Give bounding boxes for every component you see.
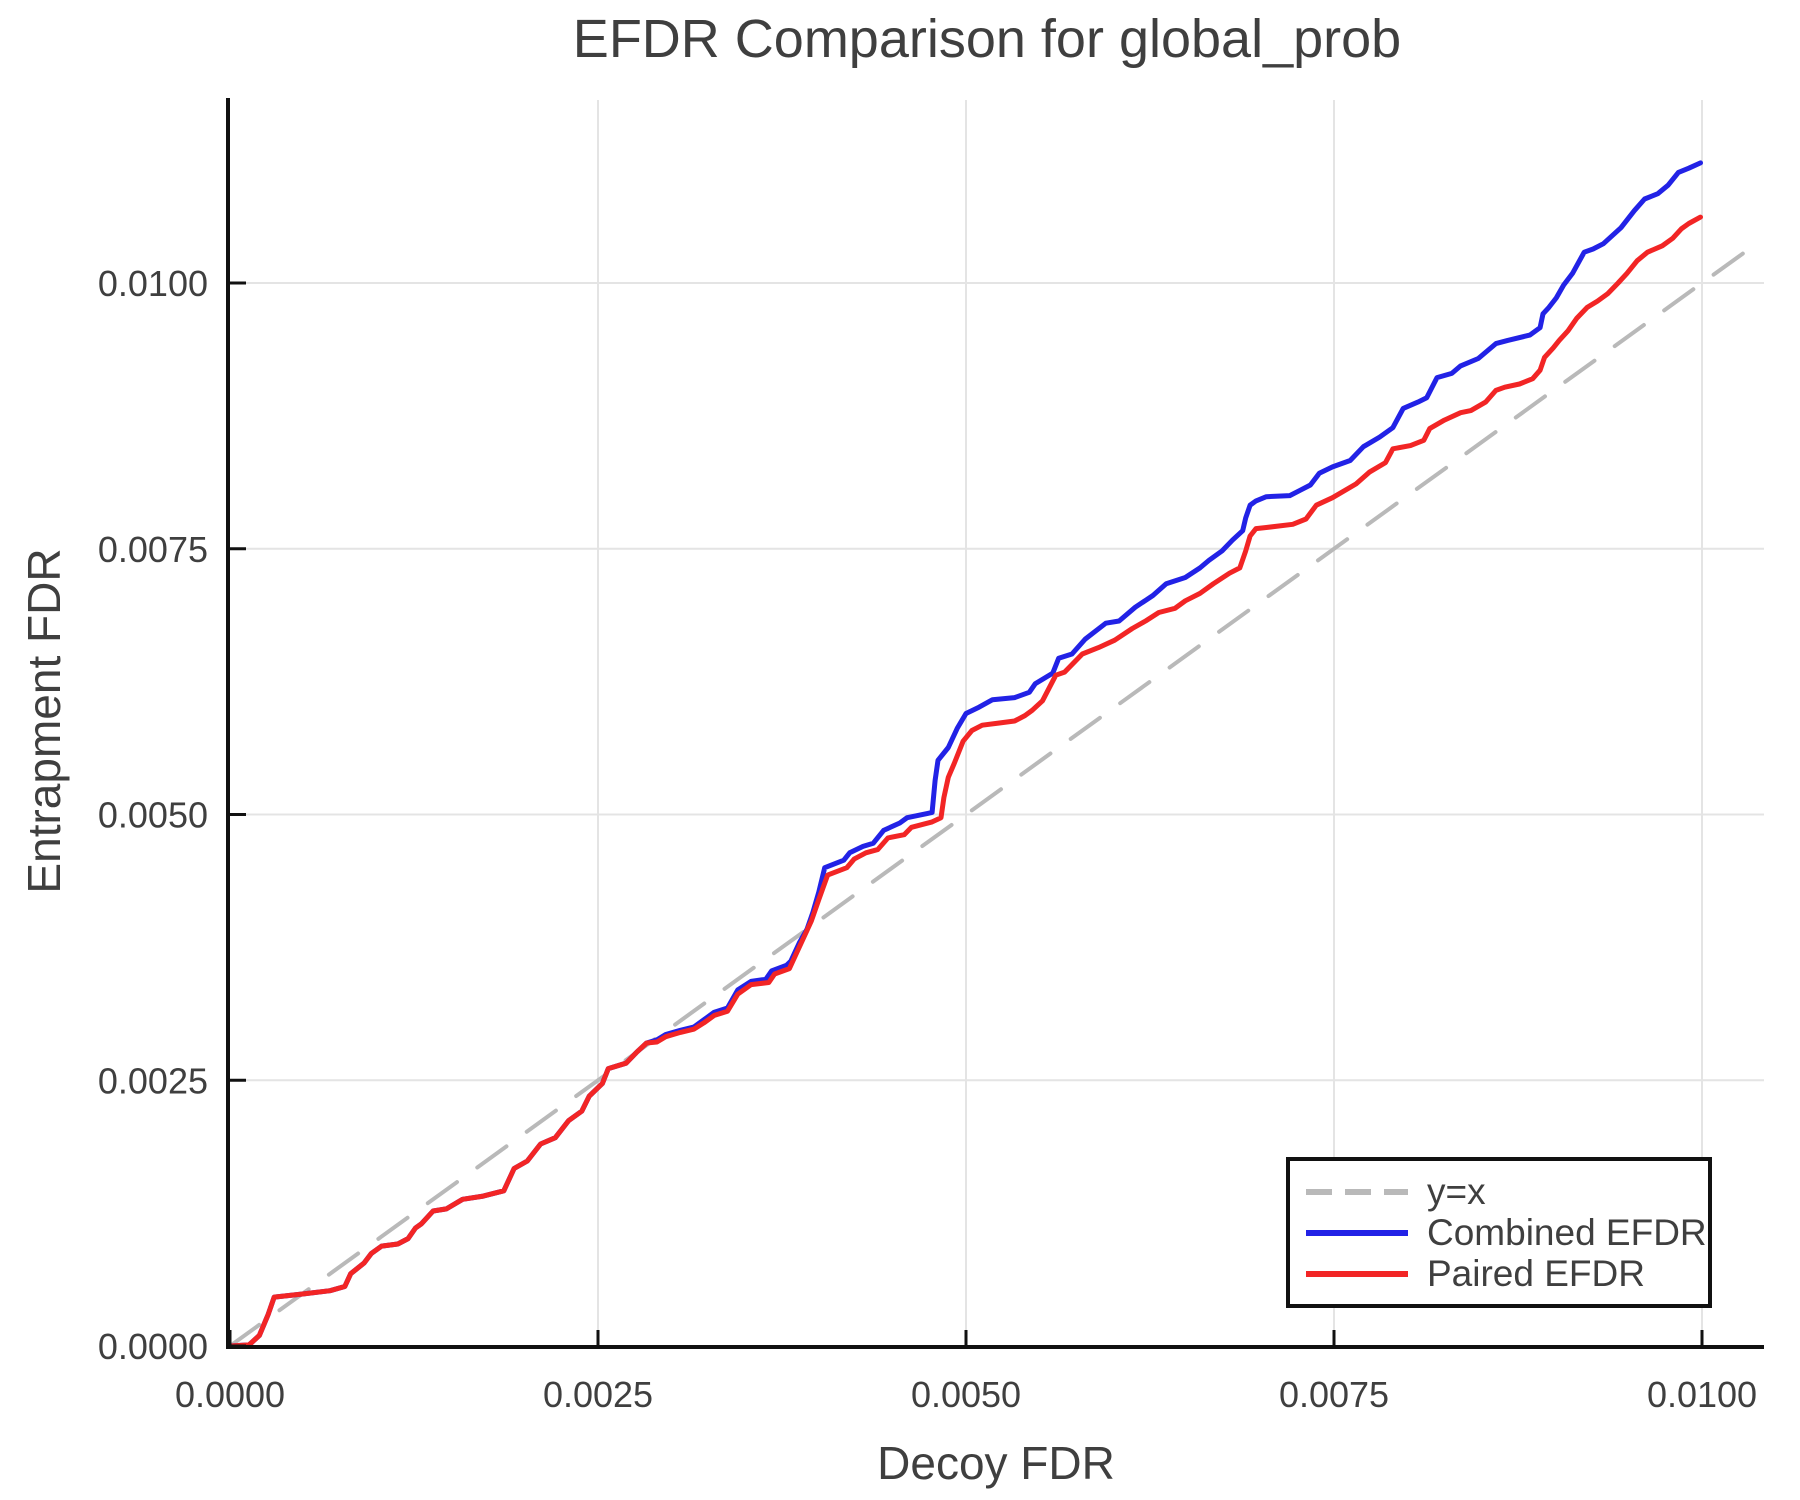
x-axis-label: Decoy FDR: [877, 1437, 1115, 1489]
x-tick-label: 0.0050: [911, 1374, 1021, 1415]
x-tick-label: 0.0000: [175, 1374, 285, 1415]
legend-item-y-x: y=x: [1290, 1170, 1708, 1212]
legend-line-sample: [1306, 1229, 1408, 1236]
legend-label: Combined EFDR: [1427, 1211, 1707, 1253]
legend-line-sample: [1306, 1188, 1408, 1195]
x-tick-label: 0.0075: [1279, 1374, 1389, 1415]
y-tick-label: 0.0100: [98, 263, 208, 304]
legend-item-combined-efdr: Combined EFDR: [1290, 1211, 1708, 1253]
identity-line: [228, 238, 1763, 1348]
legend-item-paired-efdr: Paired EFDR: [1290, 1252, 1708, 1294]
y-tick-label: 0.0000: [98, 1326, 208, 1367]
legend: y=x Combined EFDR Paired EFDR: [1286, 1157, 1712, 1308]
chart-title: EFDR Comparison for global_prob: [572, 9, 1402, 69]
legend-label: y=x: [1427, 1170, 1486, 1212]
x-tick-label: 0.0100: [1647, 1374, 1757, 1415]
y-tick-label: 0.0050: [98, 795, 208, 836]
legend-line-sample: [1306, 1270, 1408, 1277]
legend-label: Paired EFDR: [1427, 1252, 1645, 1294]
x-tick-label: 0.0025: [543, 1374, 653, 1415]
paired-efdr-line: [227, 214, 1703, 1349]
y-tick-label: 0.0075: [98, 529, 208, 570]
y-tick-label: 0.0025: [98, 1060, 208, 1101]
